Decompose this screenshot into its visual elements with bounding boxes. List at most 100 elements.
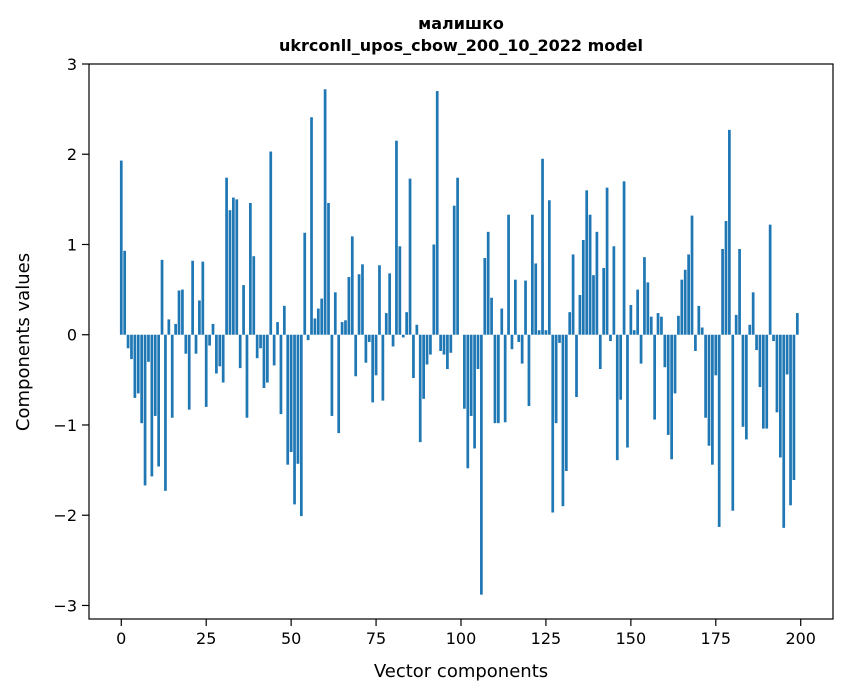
bar-126	[547, 200, 551, 335]
bar-27	[211, 323, 215, 335]
bar-17	[177, 290, 181, 335]
bar-28	[215, 334, 218, 374]
x-tick-label: 25	[196, 629, 216, 648]
bar-197	[789, 334, 792, 506]
bar-66	[344, 320, 347, 335]
bar-57	[313, 318, 317, 335]
bar-164	[677, 315, 680, 335]
bar-39	[252, 256, 256, 335]
bar-142	[602, 267, 606, 335]
bar-159	[660, 316, 663, 335]
bar-116	[514, 279, 517, 335]
bar-93	[435, 91, 439, 335]
bar-67	[347, 276, 351, 335]
bar-46	[276, 322, 279, 335]
bar-144	[609, 334, 612, 342]
bar-88	[418, 334, 422, 443]
bar-55	[306, 334, 310, 341]
bar-129	[558, 334, 561, 343]
bar-85	[408, 178, 412, 335]
bar-14	[167, 319, 171, 335]
bar-166	[683, 269, 687, 335]
bar-38	[249, 202, 252, 335]
bar-98	[452, 205, 456, 335]
bar-94	[439, 334, 442, 351]
y-tick-label: −1	[53, 416, 77, 435]
bar-7	[143, 334, 147, 486]
bar-90	[425, 334, 429, 365]
bar-187	[755, 334, 758, 351]
bar-8	[147, 334, 150, 362]
bar-150	[629, 304, 633, 335]
bar-104	[473, 334, 476, 449]
bar-185	[748, 324, 752, 335]
bar-167	[687, 254, 690, 335]
bar-163	[673, 334, 677, 394]
bar-176	[717, 334, 721, 527]
bar-119	[524, 280, 527, 335]
bar-179	[728, 129, 731, 335]
bar-155	[646, 282, 650, 335]
bar-35	[238, 334, 242, 369]
bar-130	[561, 334, 565, 507]
bar-77	[381, 334, 385, 401]
bar-65	[340, 322, 344, 335]
bar-117	[517, 334, 521, 342]
bar-11	[157, 334, 160, 467]
bar-169	[694, 334, 697, 351]
bar-180	[731, 334, 735, 511]
bar-25	[204, 334, 208, 407]
x-tick-label: 125	[531, 629, 562, 648]
y-axis-label: Components values	[13, 253, 34, 431]
bar-68	[350, 236, 354, 335]
bar-112	[500, 308, 504, 335]
bar-188	[758, 334, 762, 388]
bar-36	[242, 285, 245, 335]
bar-58	[316, 308, 320, 335]
bar-84	[405, 312, 408, 335]
bar-143	[605, 187, 609, 335]
bar-54	[303, 232, 307, 335]
bar-108	[486, 231, 490, 335]
bar-118	[520, 334, 524, 364]
bar-78	[384, 313, 388, 335]
bar-110	[493, 334, 497, 424]
bar-83	[401, 334, 405, 338]
bar-52	[296, 334, 300, 464]
bar-64	[337, 334, 341, 434]
bar-122	[534, 263, 538, 335]
bar-141	[598, 334, 602, 370]
bar-148	[622, 181, 626, 335]
bar-63	[333, 292, 337, 335]
bar-139	[592, 275, 595, 335]
bar-124	[541, 158, 544, 335]
bar-196	[785, 334, 789, 375]
x-tick-label: 75	[366, 629, 386, 648]
bar-59	[320, 298, 324, 335]
bar-194	[778, 334, 782, 458]
bar-13	[164, 334, 167, 491]
x-axis-ticks: 0 25 50 75 100 125 150 175 200	[116, 619, 816, 648]
bar-178	[724, 221, 728, 335]
bar-146	[615, 334, 619, 461]
x-tick-label: 0	[116, 629, 126, 648]
bar-158	[656, 313, 660, 335]
y-tick-label: −2	[53, 506, 77, 525]
bar-72	[364, 334, 368, 363]
bar-44	[269, 151, 273, 335]
chart-title-line-2: ukrconll_upos_cbow_200_10_2022 model	[279, 36, 643, 55]
bar-45	[272, 334, 276, 366]
bar-103	[469, 334, 473, 416]
y-tick-label: 0	[67, 326, 77, 345]
bar-76	[378, 265, 381, 335]
bar-29	[218, 334, 222, 367]
bar-74	[371, 334, 375, 403]
bar-3	[130, 334, 133, 360]
bar-47	[279, 334, 283, 415]
bar-61	[327, 202, 330, 335]
bar-53	[299, 334, 303, 517]
bar-162	[670, 334, 673, 460]
bar-60	[323, 89, 327, 335]
